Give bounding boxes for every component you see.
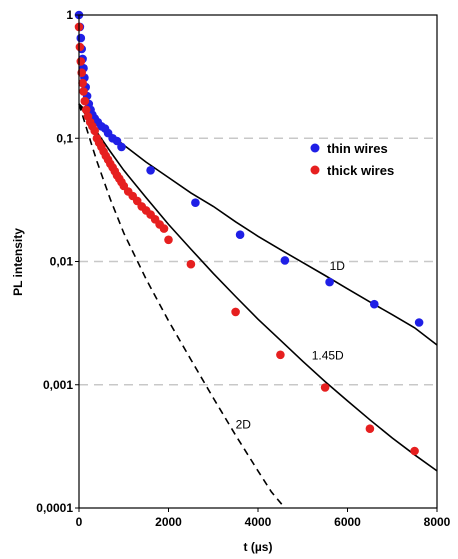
- y-axis-label: PL intensity: [11, 228, 25, 296]
- curve-annotation: 1D: [330, 259, 346, 273]
- data-point-thin: [112, 136, 122, 146]
- data-point-thin: [191, 198, 200, 207]
- data-points: [74, 10, 424, 456]
- curve-annotation: 1.45D: [312, 349, 344, 363]
- legend-label: thick wires: [327, 163, 394, 178]
- data-point-thick: [159, 224, 169, 233]
- curve-annotation: 2D: [236, 418, 252, 432]
- legend-marker: [310, 143, 320, 153]
- y-tick-label: 1: [66, 8, 73, 22]
- x-tick-label: 8000: [424, 515, 451, 529]
- data-point-thick: [231, 307, 240, 317]
- legend-label: thin wires: [327, 141, 388, 156]
- data-point-thick: [76, 57, 86, 66]
- legend: thin wires thick wires: [310, 141, 394, 178]
- data-point-thick: [80, 96, 90, 106]
- data-point-thick: [75, 42, 85, 52]
- fit-annotations: 1D 1.45D 2D: [236, 259, 346, 432]
- y-tick-label: 0,0001: [36, 501, 73, 515]
- data-point-thin: [146, 166, 155, 175]
- data-point-thick: [276, 350, 285, 360]
- x-tick-label: 4000: [245, 515, 272, 529]
- data-point-thick: [410, 446, 419, 456]
- data-point-thin: [117, 142, 126, 152]
- data-point-thick: [79, 87, 88, 96]
- x-axis-label: t (µs): [244, 540, 273, 554]
- data-point-thick: [164, 235, 173, 245]
- data-point-thick: [90, 126, 99, 136]
- x-tick-label: 2000: [155, 515, 182, 529]
- x-tick-label: 0: [76, 515, 83, 529]
- data-point-thin: [325, 277, 334, 287]
- data-point-thin: [414, 318, 424, 327]
- fit-curve-1-45D: [78, 103, 438, 472]
- data-point-thin: [235, 230, 245, 239]
- data-point-thin: [370, 299, 379, 309]
- data-point-thin: [280, 256, 290, 265]
- y-tick-label: 0,1: [56, 131, 73, 145]
- legend-marker: [310, 165, 320, 175]
- data-point-thick: [186, 259, 196, 269]
- data-point-thick: [320, 383, 330, 392]
- data-point-thin: [76, 33, 86, 43]
- y-tick-label: 0,001: [43, 378, 73, 392]
- data-point-thick: [78, 78, 87, 88]
- data-point-thick: [81, 105, 91, 115]
- y-tick-label: 0,01: [50, 255, 74, 269]
- data-point-thick: [365, 424, 375, 434]
- x-tick-label: 6000: [334, 515, 361, 529]
- axis-ticks: 0,0001 0,001 0,01 0,1 1 0 2000 4000 6000 8000: [36, 8, 450, 529]
